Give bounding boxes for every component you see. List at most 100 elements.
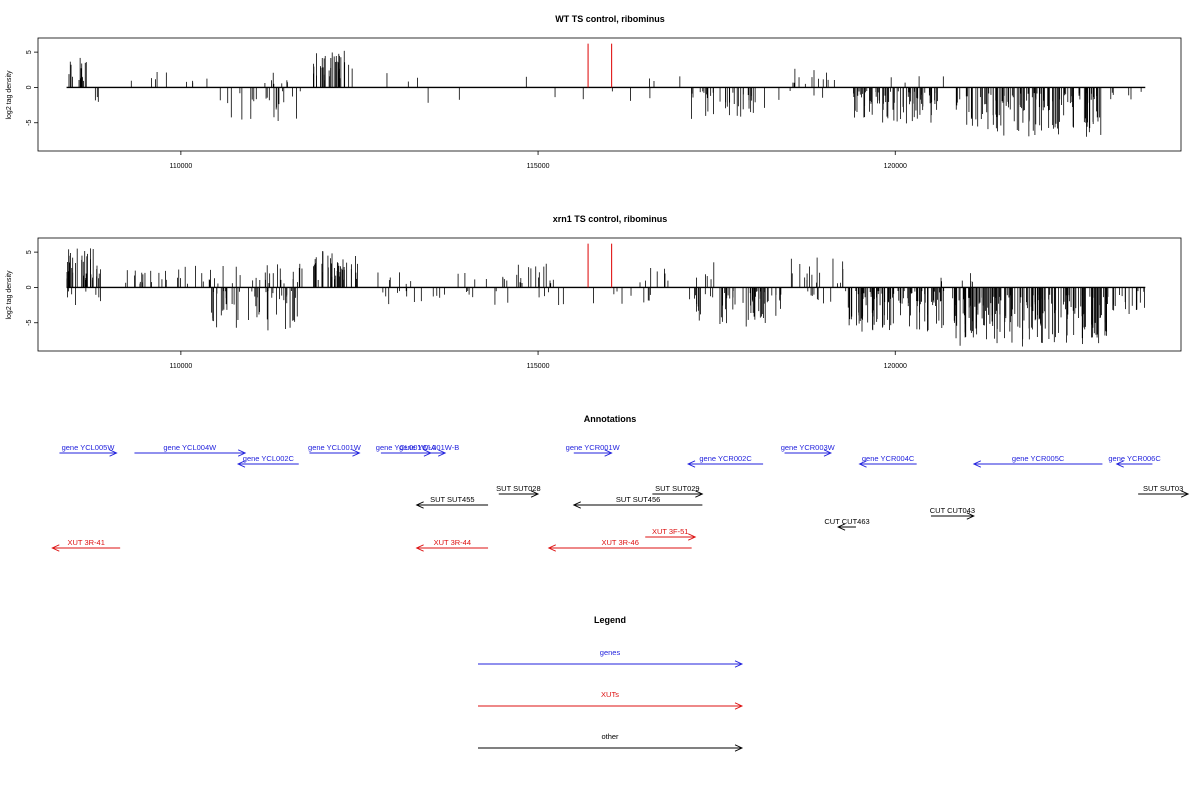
annotation-feature-label: XUT 3F-51 <box>652 527 689 536</box>
annotation-feature-arrowhead <box>572 501 581 509</box>
annotation-feature-arrowhead <box>237 449 247 457</box>
annotation-feature: gene YCL004W <box>134 443 247 457</box>
annotations-panel: Annotations gene YCL005W gene YCL004Wgene… <box>51 414 1190 552</box>
annotation-feature-arrowhead <box>858 460 867 468</box>
xrn1-ytick-label: 0 <box>26 285 33 289</box>
annotation-feature-label: gene YCR005C <box>1012 454 1065 463</box>
wt-track-frame <box>37 37 1182 152</box>
annotation-feature-label: gene YCL002C <box>243 454 295 463</box>
annotation-feature: CUT CUT463 <box>824 517 870 531</box>
wt-track-axes: -5 0 5 110000 115000 120000 <box>26 50 907 170</box>
annotation-feature-arrowhead <box>966 512 975 520</box>
annotation-feature-arrowhead <box>1115 460 1124 468</box>
annotation-features: gene YCL005W gene YCL004W gene YCL002C gene… <box>51 443 1190 552</box>
annotation-feature-arrowhead <box>415 501 424 509</box>
legend-item: other <box>478 732 744 752</box>
annotation-feature-label: gene YCR003W <box>781 443 836 452</box>
annotation-feature: gene YCL002C <box>236 454 299 468</box>
annotation-feature-arrowhead <box>109 449 118 457</box>
legend-item-arrowhead <box>734 660 744 668</box>
legend-item-arrowhead <box>734 744 744 752</box>
wt-xtick-label: 115000 <box>527 163 550 170</box>
annotation-feature: XUT 3F-51 <box>645 527 697 541</box>
annotation-feature-arrowhead <box>547 544 556 552</box>
annotation-feature: SUT SUT029 <box>652 484 704 498</box>
annotation-feature-label: gene YCR002C <box>699 454 752 463</box>
annotation-feature-arrowhead <box>352 449 361 457</box>
annotation-feature: gene YCR004C <box>858 454 917 468</box>
annotation-feature-arrowhead <box>837 523 846 531</box>
xrn1-ytick-label: -5 <box>26 320 33 326</box>
annotation-feature: SUT SUT028 <box>496 484 541 498</box>
legend-item-label: XUTs <box>601 690 619 699</box>
annotation-feature-arrowhead <box>415 544 424 552</box>
annotation-feature-label: gene YCL005W <box>62 443 116 452</box>
wt-track-ylabel: log2 tag density <box>6 70 13 120</box>
annotation-feature-label: CUT CUT043 <box>930 506 975 515</box>
xrn1-track-ylabel: log2 tag density <box>6 270 13 320</box>
legend-item-label: other <box>601 732 619 741</box>
legend-title: Legend <box>594 615 626 625</box>
annotation-feature: CUT CUT043 <box>930 506 975 520</box>
annotation-feature: SUT SUT456 <box>572 495 703 509</box>
annotation-feature-arrowhead <box>972 460 982 468</box>
annotation-feature-label: gene YCR004C <box>862 454 915 463</box>
wt-ytick-label: -5 <box>26 120 33 126</box>
wt-track-panel: WT TS control, ribominus log2 tag densit… <box>6 14 1182 170</box>
legend-item-arrowhead <box>734 702 744 710</box>
xrn1-track-frame <box>37 237 1182 352</box>
annotation-feature: gene YCL001W <box>308 443 362 457</box>
xrn1-xtick-label: 110000 <box>169 363 192 370</box>
annotation-feature-arrowhead <box>530 490 540 498</box>
xrn1-track-axes: -5 0 5 110000 115000 120000 <box>26 250 907 370</box>
annotation-feature-arrowhead <box>438 449 447 457</box>
annotation-feature-arrowhead <box>688 533 697 541</box>
annotation-feature-label: gene YCL001W-A <box>376 443 436 452</box>
wt-xtick-label: 110000 <box>169 163 192 170</box>
annotation-feature-arrowhead <box>823 449 833 457</box>
legend-item: genes <box>478 648 744 668</box>
annotation-feature: gene YCR003W <box>781 443 836 457</box>
annotation-feature-label: gene YCL001W-B <box>399 443 459 452</box>
xrn1-xtick-label: 115000 <box>527 363 550 370</box>
legend-item: XUTs <box>478 690 744 710</box>
annotation-feature: gene YCL005W <box>59 443 118 457</box>
annotation-feature: gene YCL001W-B <box>399 443 459 457</box>
annotation-feature: gene YCR002C <box>686 454 764 468</box>
xrn1-track-title: xrn1 TS control, ribominus <box>553 214 668 224</box>
annotation-feature: XUT 3R-44 <box>415 538 489 552</box>
annotation-feature: gene YCR005C <box>972 454 1103 468</box>
annotation-feature-label: gene YCR006C <box>1108 454 1161 463</box>
annotation-feature: SUT SUT03 <box>1138 484 1190 498</box>
annotation-feature-label: CUT CUT463 <box>824 517 869 526</box>
annotation-feature-label: gene YCR001W <box>566 443 621 452</box>
annotation-feature: XUT 3R-41 <box>51 538 121 552</box>
xrn1-track-bars <box>66 243 1146 347</box>
wt-ytick-label: 0 <box>26 85 33 89</box>
annotation-feature-arrowhead <box>236 460 246 468</box>
wt-xtick-label: 120000 <box>884 163 907 170</box>
annotation-feature-label: SUT SUT455 <box>430 495 474 504</box>
annotation-feature-label: XUT 3R-44 <box>434 538 471 547</box>
legend-items: genes XUTs other <box>478 648 744 752</box>
annotation-feature-arrowhead <box>604 449 613 457</box>
annotation-feature-arrowhead <box>695 490 704 498</box>
annotation-feature-arrowhead <box>1180 490 1190 498</box>
wt-track-title: WT TS control, ribominus <box>555 14 665 24</box>
wt-track-bars <box>66 43 1146 137</box>
annotation-feature: SUT SUT455 <box>415 495 489 509</box>
annotation-feature-label: XUT 3R-41 <box>68 538 105 547</box>
annotation-feature: XUT 3R-46 <box>547 538 692 552</box>
legend-panel: Legend genes XUTs other <box>478 615 744 752</box>
annotations-title: Annotations <box>584 414 637 424</box>
annotation-feature-label: SUT SUT456 <box>616 495 660 504</box>
annotation-feature: gene YCR006C <box>1108 454 1161 468</box>
wt-ytick-label: 5 <box>26 50 33 54</box>
annotation-feature-arrowhead <box>686 460 696 468</box>
xrn1-ytick-label: 5 <box>26 250 33 254</box>
annotation-feature-label: XUT 3R-46 <box>602 538 639 547</box>
annotation-feature-label: SUT SUT03 <box>1143 484 1183 493</box>
xrn1-xtick-label: 120000 <box>884 363 907 370</box>
annotation-feature-label: gene YCL004W <box>163 443 217 452</box>
